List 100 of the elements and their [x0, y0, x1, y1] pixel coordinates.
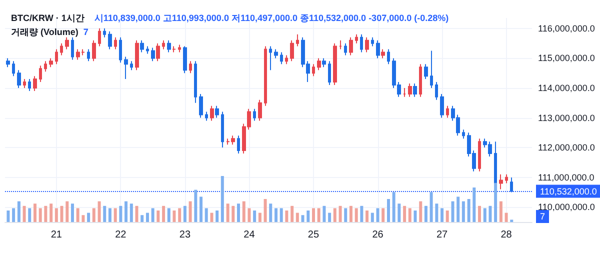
bar	[60, 206, 64, 222]
candlestick	[264, 46, 267, 106]
bar	[54, 208, 58, 222]
bar	[403, 206, 406, 222]
bar	[430, 192, 433, 222]
bar	[376, 208, 380, 222]
bar	[172, 210, 176, 222]
x-tick-label: 28	[500, 230, 512, 240]
bar	[414, 210, 417, 222]
candlestick	[44, 60, 47, 72]
chart-title: 거래량 (Volume)	[11, 27, 78, 37]
bar	[424, 206, 428, 222]
candlestick	[178, 44, 181, 53]
bar	[200, 196, 203, 222]
bar	[370, 212, 374, 222]
bar	[140, 215, 144, 222]
candlestick	[92, 40, 96, 62]
bar	[183, 206, 186, 222]
candlestick	[360, 34, 363, 53]
bar	[87, 212, 90, 222]
candlestick	[290, 40, 294, 62]
candlestick	[312, 64, 315, 77]
bar	[360, 206, 364, 222]
candlestick	[33, 76, 37, 92]
bar	[451, 201, 454, 222]
bar	[162, 206, 166, 222]
bar	[130, 204, 133, 222]
candlestick	[119, 36, 122, 64]
bar	[167, 208, 170, 222]
y-tick-label: 111,000,000.0	[538, 172, 594, 182]
candlestick	[87, 48, 90, 62]
candlestick	[371, 36, 374, 47]
bar	[462, 201, 465, 222]
bar	[248, 208, 251, 222]
candlestick	[17, 70, 21, 88]
text: 7	[540, 212, 546, 222]
candlestick	[124, 56, 128, 80]
candlestick	[135, 40, 139, 71]
bar	[440, 208, 444, 222]
candlestick	[114, 36, 117, 50]
bar	[17, 201, 20, 222]
candlestick	[253, 108, 256, 122]
candlestick	[435, 82, 438, 100]
bar	[328, 212, 332, 222]
bar	[66, 201, 69, 222]
candlestick	[317, 58, 321, 71]
candlestick	[23, 78, 26, 88]
x-tick-label: 21	[50, 230, 62, 240]
candlestick	[424, 64, 428, 80]
bar	[253, 210, 256, 222]
bar	[226, 204, 230, 222]
y-tick-label: 110,000,000.0	[538, 202, 595, 212]
candlestick	[221, 111, 224, 148]
bar	[22, 206, 26, 222]
candlestick	[381, 48, 385, 59]
bar	[151, 208, 154, 222]
bar	[467, 199, 470, 222]
bar	[322, 206, 326, 222]
text: 7	[83, 27, 88, 37]
y-tick-label: 113,000,000.0	[538, 112, 595, 123]
bar	[483, 208, 486, 222]
y-tick-label: 115,000,000.0	[538, 53, 595, 64]
candlestick	[419, 64, 422, 98]
y-tick-label: 112,000,000.0	[538, 142, 595, 153]
chart-title: BTC/KRW · 1시간	[11, 13, 84, 23]
bar	[232, 206, 235, 222]
candlestick	[349, 36, 353, 56]
bar	[194, 190, 198, 222]
candlestick	[183, 46, 187, 74]
candlestick	[205, 111, 208, 122]
candlestick	[60, 42, 63, 56]
bar	[333, 208, 336, 222]
bar	[382, 208, 385, 222]
candlestick	[269, 46, 272, 71]
candlestick	[258, 99, 262, 122]
ref-line-label: 110,532,000.0	[540, 186, 597, 196]
bar	[44, 206, 48, 222]
candlestick	[199, 93, 203, 118]
bar	[344, 208, 348, 222]
candlestick	[162, 40, 165, 50]
candlestick	[194, 60, 197, 104]
bar	[188, 201, 192, 222]
bar	[156, 210, 160, 222]
x-tick-label: 22	[115, 230, 127, 240]
candlestick	[333, 42, 337, 86]
candlestick	[167, 40, 171, 53]
bar	[82, 215, 85, 222]
candlestick	[130, 60, 133, 71]
candlestick	[376, 40, 380, 59]
bar	[435, 204, 438, 222]
candlestick	[210, 105, 214, 122]
candlestick	[355, 34, 358, 44]
bar	[50, 204, 53, 222]
bar	[242, 201, 246, 222]
candlestick	[339, 40, 342, 50]
candlestick	[280, 52, 283, 65]
bar	[499, 201, 502, 222]
candlestick	[140, 40, 144, 53]
bar	[269, 204, 272, 222]
candlestick	[55, 48, 58, 65]
